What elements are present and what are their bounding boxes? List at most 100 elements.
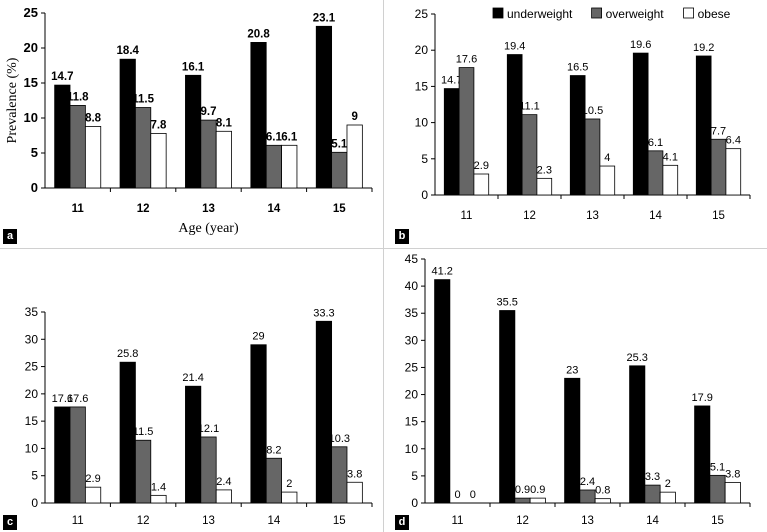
panel-d-y-tick-label: 35 bbox=[405, 306, 419, 320]
panel-b-legend-label-overweight: overweight bbox=[606, 7, 665, 21]
panel-b-bar-underweight-11 bbox=[443, 88, 460, 196]
panel-label-d: d bbox=[395, 515, 409, 530]
panel-b-data-label-underweight-12: 19.4 bbox=[504, 41, 525, 53]
panel-a-bar-overweight-13 bbox=[200, 119, 217, 189]
panel-c-bar-obese-11 bbox=[84, 486, 102, 504]
panel-a-x-tick-label: 13 bbox=[202, 203, 215, 215]
panel-a-bar-obese-14 bbox=[281, 144, 298, 189]
panel-a-y-tick-label: 10 bbox=[24, 110, 38, 125]
panel-b-y-tick-label: 15 bbox=[415, 79, 429, 93]
panel-c-data-label-underweight-11: 17.6 bbox=[52, 393, 73, 405]
panel-c-y-tick-label: 15 bbox=[25, 414, 39, 428]
panel-c-data-label-underweight-15: 33.3 bbox=[313, 307, 334, 319]
panel-d-bar-obese-15 bbox=[724, 481, 741, 504]
panel-d-data-label-overweight-15: 5.1 bbox=[710, 461, 725, 473]
panel-d-bar-obese-14 bbox=[659, 491, 676, 504]
panel-b-bar-overweight-15 bbox=[710, 138, 727, 196]
panel-d-y-tick-label: 20 bbox=[405, 388, 419, 402]
panel-b-legend-swatch-obese bbox=[683, 7, 694, 19]
panel-b-x-tick-label: 15 bbox=[712, 210, 725, 222]
panel-b-legend-swatch-underweight bbox=[492, 7, 504, 19]
panel-c-bar-underweight-13 bbox=[185, 385, 202, 504]
panel-a-x-tick-label: 11 bbox=[72, 203, 85, 215]
panel-b-x-tick-label: 12 bbox=[523, 210, 536, 222]
panel-c-y-tick-label: 10 bbox=[25, 441, 39, 455]
panel-c-data-label-overweight-14: 8.2 bbox=[266, 444, 281, 456]
panel-c-data-label-obese-12: 1.4 bbox=[151, 481, 166, 493]
panel-b-bar-underweight-13 bbox=[569, 75, 586, 196]
panel-b-x-tick-label: 11 bbox=[461, 210, 473, 222]
panel-a-y-tick-label: 0 bbox=[31, 180, 38, 195]
panel-c-data-label-overweight-13: 12.1 bbox=[198, 423, 219, 435]
panel-a-bar-overweight-12 bbox=[135, 107, 152, 189]
panel-label-b: b bbox=[395, 229, 409, 244]
panel-c-bar-obese-12 bbox=[150, 494, 167, 504]
panel-c-data-label-underweight-14: 29 bbox=[252, 331, 264, 343]
panel-b-data-label-obese-11: 2.9 bbox=[474, 160, 489, 172]
panel-d-bar-overweight-13 bbox=[579, 489, 596, 504]
panel-d-bar-overweight-12 bbox=[514, 497, 531, 504]
panel-b-bar-obese-12 bbox=[536, 177, 553, 196]
panel-c-data-label-overweight-11: 17.6 bbox=[67, 393, 88, 405]
panel-b-y-tick-label: 5 bbox=[421, 152, 428, 166]
panel-b-data-label-overweight-13: 10.5 bbox=[582, 105, 603, 117]
panel-c-data-label-obese-15: 3.8 bbox=[347, 468, 362, 480]
panel-b-x-tick-label: 14 bbox=[649, 210, 662, 222]
panel-c-data-label-overweight-12: 11.5 bbox=[133, 426, 154, 438]
panel-a-bar-overweight-11 bbox=[69, 105, 86, 189]
panel-c-y-tick-label: 20 bbox=[25, 387, 39, 401]
panel-d-data-label-underweight-11: 41.2 bbox=[432, 266, 453, 278]
panel-b-data-label-obese-15: 6.4 bbox=[726, 135, 741, 147]
panel-d-bar-overweight-15 bbox=[709, 474, 726, 504]
panel-d-data-label-obese-11: 0 bbox=[470, 489, 476, 501]
panel-b-data-label-obese-14: 4.1 bbox=[663, 151, 678, 163]
panel-d-y-tick-label: 0 bbox=[411, 496, 418, 510]
panel-d-data-label-obese-12: 0.9 bbox=[530, 484, 545, 496]
panel-d-x-tick-label: 14 bbox=[646, 515, 659, 527]
panel-c-bar-overweight-11 bbox=[69, 406, 86, 504]
panel-c-bar-obese-14 bbox=[281, 491, 298, 504]
panel-b-y-tick-label: 10 bbox=[415, 116, 429, 130]
panel-c-bar-overweight-12 bbox=[135, 439, 152, 504]
panel-c-data-label-obese-14: 2 bbox=[286, 478, 292, 490]
panel-c-bar-underweight-11 bbox=[54, 406, 71, 504]
panel-d-bar-overweight-14 bbox=[644, 484, 661, 504]
panel-b-bar-underweight-15 bbox=[695, 55, 712, 196]
panel-c-bar-underweight-15 bbox=[315, 320, 333, 504]
panel-a-y-tick-label: 15 bbox=[24, 75, 38, 90]
panel-d-x-tick-label: 15 bbox=[711, 515, 724, 527]
panel-b-bar-obese-13 bbox=[599, 165, 616, 196]
panel-d-y-tick-label: 5 bbox=[411, 469, 418, 483]
panel-label-c: c bbox=[3, 515, 17, 530]
panel-d-data-label-underweight-15: 17.9 bbox=[692, 392, 713, 404]
panel-d-bar-obese-12 bbox=[529, 497, 546, 504]
panel-a-bar-overweight-14 bbox=[265, 144, 282, 189]
panel-d-data-label-obese-13: 0.8 bbox=[595, 485, 610, 497]
panel-b-data-label-underweight-13: 16.5 bbox=[567, 62, 588, 74]
panel-b-bar-overweight-13 bbox=[584, 118, 601, 196]
panel-d-bar-underweight-13 bbox=[564, 377, 581, 504]
panel-a-data-label-obese-14: 6.1 bbox=[281, 131, 298, 143]
panel-d-y-tick-label: 25 bbox=[405, 360, 419, 374]
panel-d-bar-obese-13 bbox=[594, 498, 611, 504]
panel-a-data-label-underweight-11: 14.7 bbox=[51, 71, 73, 83]
panel-d-data-label-underweight-13: 23 bbox=[566, 364, 578, 376]
panel-c-x-tick-label: 14 bbox=[268, 515, 281, 527]
panel-c-data-label-underweight-13: 21.4 bbox=[182, 372, 203, 384]
panel-c-bar-overweight-14 bbox=[265, 457, 282, 504]
panel-d-y-tick-label: 10 bbox=[405, 442, 419, 456]
panel-a-data-label-obese-13: 8.1 bbox=[216, 117, 233, 129]
panel-a-x-tick-label: 14 bbox=[268, 203, 281, 215]
panel-b-bar-obese-14 bbox=[662, 164, 679, 196]
panel-a-data-label-obese-11: 8.8 bbox=[85, 112, 102, 124]
panel-b-bar-obese-15 bbox=[725, 148, 742, 196]
panel-c-x-tick-label: 13 bbox=[202, 515, 215, 527]
panel-c-data-label-overweight-15: 10.3 bbox=[329, 433, 350, 445]
panel-a-bar-overweight-15 bbox=[331, 151, 348, 189]
panel-a-x-tick-label: 12 bbox=[137, 203, 150, 215]
panel-d-data-label-overweight-12: 0.9 bbox=[515, 484, 530, 496]
panel-a-bar-underweight-14 bbox=[250, 42, 267, 189]
panel-c-bar-obese-15 bbox=[346, 481, 363, 504]
panel-c-bar-overweight-15 bbox=[331, 446, 348, 504]
